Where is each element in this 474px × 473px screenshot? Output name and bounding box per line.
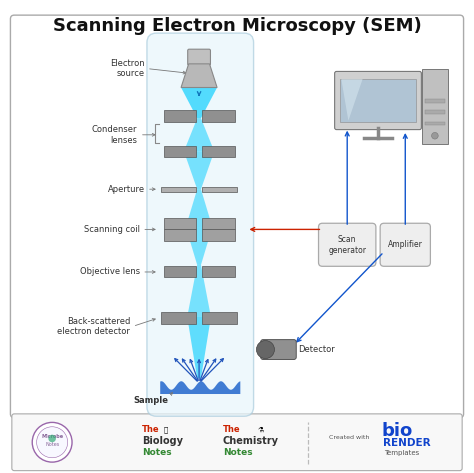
FancyBboxPatch shape bbox=[188, 49, 210, 65]
Bar bbox=[164, 218, 196, 229]
Bar bbox=[425, 110, 445, 114]
Bar bbox=[202, 187, 237, 192]
Bar bbox=[164, 229, 196, 241]
Circle shape bbox=[32, 422, 72, 462]
Text: Electron
source: Electron source bbox=[110, 59, 145, 79]
Text: Condenser
lenses: Condenser lenses bbox=[92, 125, 137, 145]
Bar bbox=[425, 122, 445, 125]
Bar bbox=[425, 99, 445, 103]
Text: 🌿: 🌿 bbox=[164, 426, 168, 433]
Bar bbox=[340, 79, 416, 122]
Bar bbox=[161, 312, 196, 324]
Bar bbox=[202, 312, 237, 324]
Polygon shape bbox=[187, 317, 211, 378]
Text: Templates: Templates bbox=[384, 450, 419, 456]
Polygon shape bbox=[181, 64, 217, 88]
Polygon shape bbox=[186, 189, 212, 227]
Bar bbox=[202, 218, 235, 229]
Text: Objective lens: Objective lens bbox=[80, 267, 140, 277]
Bar bbox=[422, 69, 448, 144]
Text: Chemistry: Chemistry bbox=[223, 436, 279, 446]
Polygon shape bbox=[187, 265, 211, 317]
Text: RENDER: RENDER bbox=[383, 438, 430, 448]
Polygon shape bbox=[181, 88, 217, 118]
Text: Notes: Notes bbox=[223, 447, 252, 457]
FancyBboxPatch shape bbox=[335, 71, 421, 130]
Text: Back-scattered
electron detector: Back-scattered electron detector bbox=[57, 316, 130, 336]
Text: The: The bbox=[223, 425, 240, 434]
Text: Aperture: Aperture bbox=[108, 184, 145, 194]
Text: Detector: Detector bbox=[299, 345, 336, 354]
Polygon shape bbox=[160, 381, 240, 394]
Bar bbox=[202, 110, 235, 122]
Text: Sample: Sample bbox=[133, 396, 168, 405]
Polygon shape bbox=[341, 79, 363, 121]
FancyBboxPatch shape bbox=[147, 33, 254, 416]
Text: Scan
generator: Scan generator bbox=[328, 235, 366, 255]
Circle shape bbox=[431, 132, 438, 139]
FancyBboxPatch shape bbox=[12, 414, 462, 471]
Polygon shape bbox=[184, 151, 214, 189]
Bar bbox=[164, 110, 196, 122]
Text: Biology: Biology bbox=[142, 436, 183, 446]
Text: Amplifier: Amplifier bbox=[388, 240, 423, 249]
Circle shape bbox=[36, 427, 68, 458]
Bar bbox=[164, 146, 196, 157]
Bar bbox=[202, 266, 235, 277]
FancyBboxPatch shape bbox=[380, 223, 430, 266]
Text: Scanning Electron Microscopy (SEM): Scanning Electron Microscopy (SEM) bbox=[53, 17, 421, 35]
Circle shape bbox=[48, 435, 56, 442]
FancyBboxPatch shape bbox=[319, 223, 376, 266]
Polygon shape bbox=[184, 118, 214, 151]
Polygon shape bbox=[186, 227, 212, 265]
FancyBboxPatch shape bbox=[261, 340, 296, 359]
Bar bbox=[164, 266, 196, 277]
Text: Microbe: Microbe bbox=[41, 434, 63, 439]
Bar bbox=[202, 146, 235, 157]
Text: Notes: Notes bbox=[142, 447, 172, 457]
FancyBboxPatch shape bbox=[10, 15, 464, 418]
Text: bio: bio bbox=[382, 422, 413, 440]
Text: Notes: Notes bbox=[45, 442, 59, 447]
Circle shape bbox=[256, 341, 274, 359]
Text: The: The bbox=[142, 425, 160, 434]
Text: Scanning coil: Scanning coil bbox=[84, 225, 140, 234]
Bar bbox=[202, 229, 235, 241]
Text: Created with: Created with bbox=[329, 435, 370, 440]
Bar bbox=[161, 187, 196, 192]
Text: ⚗: ⚗ bbox=[257, 427, 264, 432]
